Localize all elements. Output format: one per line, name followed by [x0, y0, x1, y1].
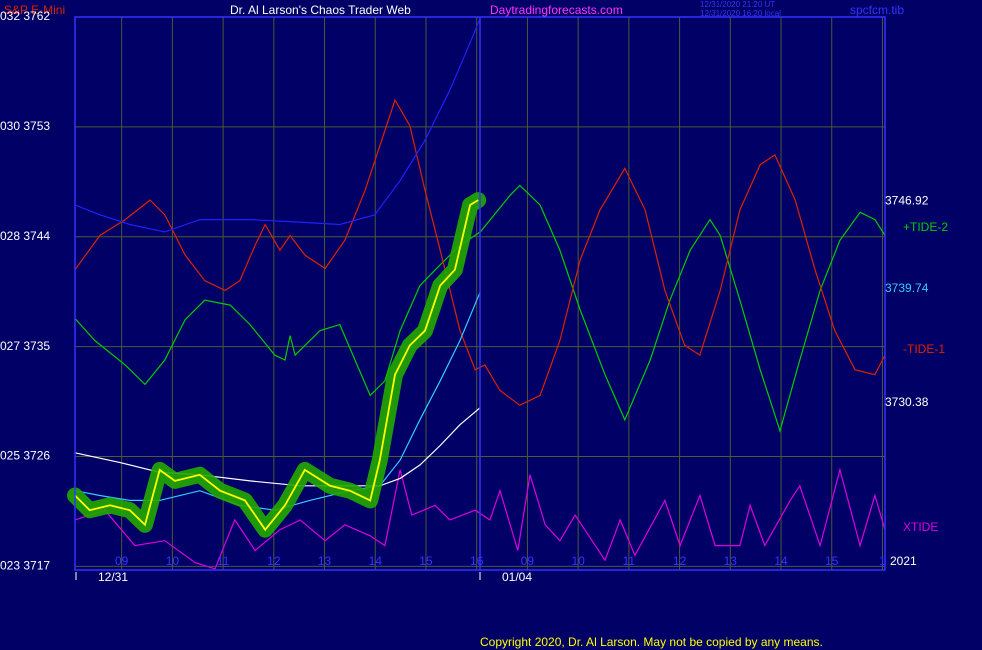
y-tick-label: 023 3717 — [0, 559, 50, 573]
x-tick-label: 13 — [724, 554, 738, 568]
last-value-label: 3746.92 — [885, 193, 929, 207]
x-tick-label: 10 — [166, 554, 180, 568]
x-tick-label: 11 — [217, 554, 230, 568]
x-tick-label: 09 — [115, 554, 129, 568]
y-tick-label: 030 3753 — [0, 119, 50, 133]
x-tick-label: 12 — [267, 554, 281, 568]
series-line — [74, 467, 886, 570]
series-label: +TIDE-2 — [903, 220, 948, 234]
series-label: -TIDE-1 — [903, 342, 945, 356]
y-tick-label: 032 3762 — [0, 9, 50, 23]
y-tick-label: 025 3726 — [0, 449, 50, 463]
copyright: Copyright 2020, Dr. Al Larson. May not b… — [480, 635, 823, 649]
x-tick-label: 14 — [774, 554, 788, 568]
last-value-label: 3730.38 — [885, 395, 929, 409]
site: Daytradingforecasts.com — [490, 3, 623, 17]
date-label: 12/31 — [98, 570, 128, 584]
x-tick-label: 13 — [318, 554, 332, 568]
series-line — [74, 98, 886, 406]
y-tick-label: 027 3735 — [0, 339, 50, 353]
series-label: XTIDE — [903, 520, 938, 534]
x-tick-label: 16 — [470, 554, 484, 568]
date-label: 01/04 — [502, 570, 532, 584]
chart-title: Dr. Al Larson's Chaos Trader Web — [230, 3, 411, 17]
x-tick-label: 12 — [673, 554, 687, 568]
x-tick-label: 09 — [521, 554, 535, 568]
plot — [67, 17, 886, 570]
x-tick-label: 15 — [825, 554, 839, 568]
x-tick-label: 1 — [879, 554, 886, 568]
x-tick-label: 15 — [419, 554, 433, 568]
file-name: spcfcm.tib — [850, 3, 904, 17]
y-tick-label: 028 3744 — [0, 229, 50, 243]
instrument: S&P E-Mini — [4, 3, 65, 17]
series-line — [74, 17, 481, 233]
labels: S&P E-Mini Dr. Al Larson's Chaos Trader … — [0, 0, 948, 649]
last-value-label: 3739.74 — [885, 281, 929, 295]
x-tick-label: 14 — [369, 554, 383, 568]
series-line — [74, 199, 479, 532]
series-line — [74, 291, 481, 511]
x-tick-label: 11 — [623, 554, 636, 568]
stamp: 12/31/2020 21:20 UT — [700, 0, 775, 9]
stamp: 12/31/2020 16:20 local — [700, 9, 781, 18]
x-tick-label: 10 — [571, 554, 585, 568]
year: 2021 — [890, 554, 917, 568]
